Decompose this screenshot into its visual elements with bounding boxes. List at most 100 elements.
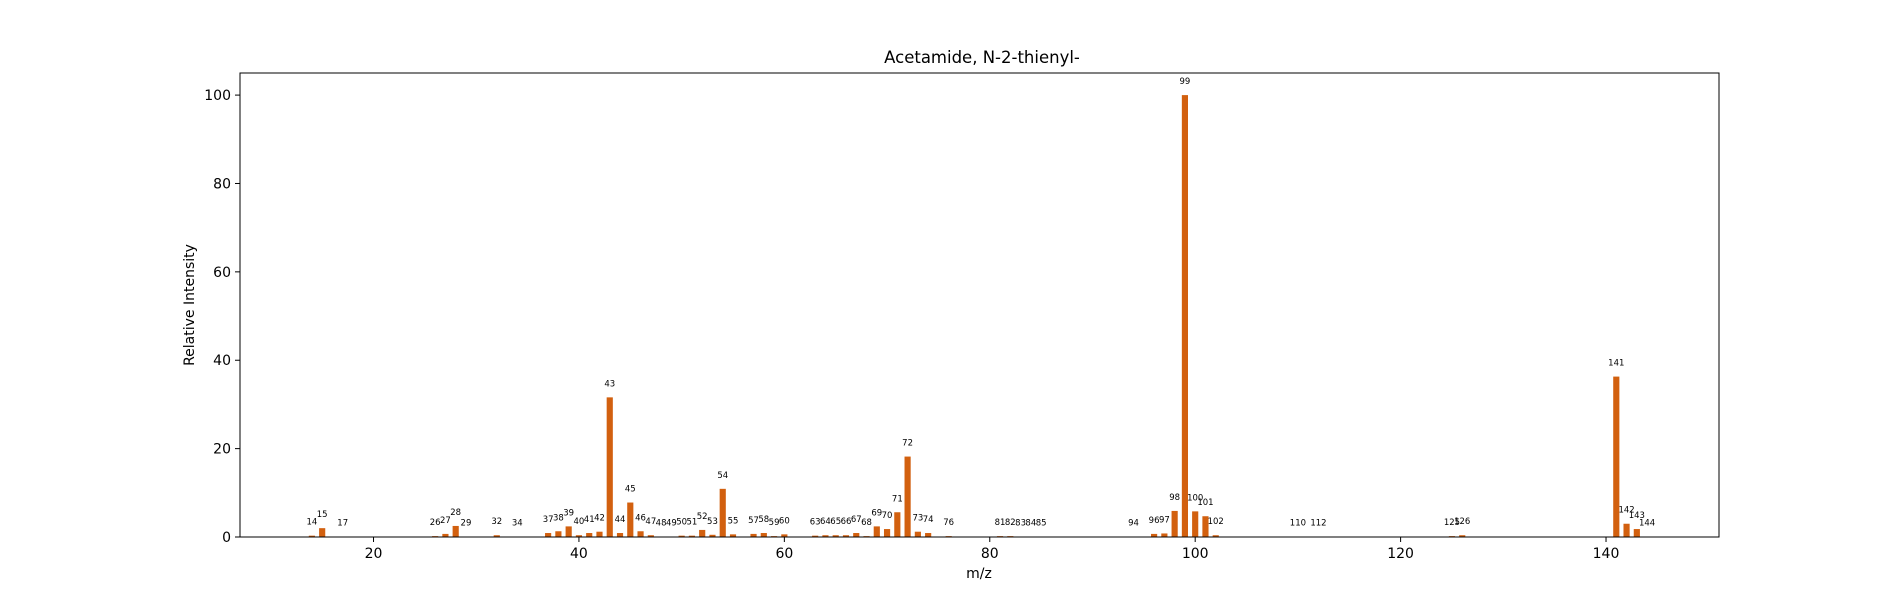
y-axis: 0 20 40 60 80 100 [204,88,240,546]
bar-label-mz-38: 38 [553,513,564,523]
bar-mz-64 [822,535,829,537]
bar-label-mz-17: 17 [337,519,348,529]
bar-mz-57 [750,533,757,537]
bar-label-mz-73: 73 [912,514,923,524]
y-tick-label-60: 60 [213,265,231,281]
bar-label-mz-28: 28 [450,508,461,518]
bar-label-mz-50: 50 [676,518,687,528]
bar-mz-99 [1181,95,1188,537]
bar-mz-66 [842,535,850,537]
bar-label-mz-76: 76 [943,518,954,528]
bar-label-mz-71: 71 [892,494,903,504]
bar-mz-102 [1212,535,1219,537]
bar-label-mz-101: 101 [1197,498,1213,508]
bar-mz-60 [781,534,788,537]
bar-label-mz-29: 29 [461,519,472,529]
bar-mz-142 [1623,523,1630,537]
bar-label-mz-27: 27 [440,516,451,526]
bar-mz-58 [760,533,767,537]
chart-title: Acetamide, N-2-thienyl- [884,48,1080,67]
bar-label-mz-82: 82 [1005,518,1016,528]
bar-mz-67 [853,533,860,537]
bar-label-mz-40: 40 [574,517,585,527]
bar-label-mz-97: 97 [1159,515,1170,525]
bar-mz-42 [596,531,603,537]
bar-label-mz-59: 59 [769,518,780,528]
bar-label-mz-49: 49 [666,519,677,529]
bar-mz-97 [1161,533,1168,537]
bar-label-mz-94: 94 [1128,519,1139,529]
bar-mz-73 [914,531,921,537]
y-tick-label-0: 0 [222,530,231,546]
bar-mz-69 [873,526,880,537]
bar-label-mz-99: 99 [1180,77,1191,87]
bar-label-mz-46: 46 [635,513,646,523]
bar-label-mz-126: 126 [1454,517,1470,527]
y-tick-label-100: 100 [204,88,231,104]
y-tick-label-20: 20 [213,442,231,458]
bar-mz-54 [719,488,726,537]
bar-mz-28 [452,525,459,537]
bar-mz-41 [586,533,593,537]
bar-label-mz-52: 52 [697,512,708,522]
x-tick-label-60: 60 [775,546,793,562]
bar-mz-143 [1633,529,1640,537]
bar-label-mz-48: 48 [656,519,667,529]
bar-mz-71 [894,512,901,537]
bar-label-mz-41: 41 [584,515,595,525]
bar-label-mz-67: 67 [851,515,862,525]
bar-label-mz-65: 65 [830,517,841,527]
bar-mz-50 [678,535,685,537]
bar-label-mz-112: 112 [1310,519,1326,529]
bar-mz-27 [442,533,449,537]
plot-frame [239,72,1720,538]
bar-label-mz-68: 68 [861,518,872,528]
y-tick-label-80: 80 [213,176,231,192]
x-tick-label-140: 140 [1593,546,1620,562]
bar-mz-72 [904,456,911,537]
bar-label-mz-54: 54 [717,471,728,481]
bar-label-mz-14: 14 [306,518,317,528]
bar-mz-65 [832,535,839,537]
bar-label-mz-51: 51 [687,518,698,528]
bar-mz-74 [925,533,932,537]
bar-mz-15 [319,528,326,537]
bar-label-mz-26: 26 [430,518,441,528]
bar-mz-98 [1171,510,1178,537]
bar-mz-45 [627,502,634,537]
bar-mz-32 [493,535,500,537]
bar-mz-47 [647,535,654,537]
bar-mz-63 [812,535,819,537]
bar-label-mz-39: 39 [563,508,574,518]
bar-label-mz-34: 34 [512,519,523,529]
bar-label-mz-110: 110 [1290,519,1306,529]
bar-mz-14 [308,535,315,537]
bar-mz-39 [565,526,572,537]
x-tick-label-40: 40 [570,546,588,562]
bar-mz-44 [616,533,624,537]
bar-label-mz-96: 96 [1149,516,1160,526]
bar-label-mz-42: 42 [594,514,605,524]
bar-label-mz-60: 60 [779,516,790,526]
x-tick-label-100: 100 [1182,546,1209,562]
bar-label-mz-47: 47 [645,517,656,527]
bar-label-mz-57: 57 [748,516,759,526]
bar-label-mz-63: 63 [810,518,821,528]
bar-mz-38 [555,531,562,537]
bar-mz-51 [688,535,695,537]
bar-mz-96 [1151,533,1158,537]
bar-label-mz-85: 85 [1036,519,1047,529]
bar-label-mz-55: 55 [728,516,739,526]
bar-label-mz-53: 53 [707,517,718,527]
bar-label-mz-32: 32 [491,517,502,527]
bar-mz-40 [575,535,583,537]
bar-label-mz-44: 44 [615,515,626,525]
bar-label-mz-84: 84 [1025,519,1036,529]
bar-label-mz-143: 143 [1629,511,1645,521]
bar-mz-37 [545,533,552,537]
bar-label-mz-45: 45 [625,485,636,495]
bar-mz-53 [709,534,716,537]
bar-mz-52 [699,529,706,537]
